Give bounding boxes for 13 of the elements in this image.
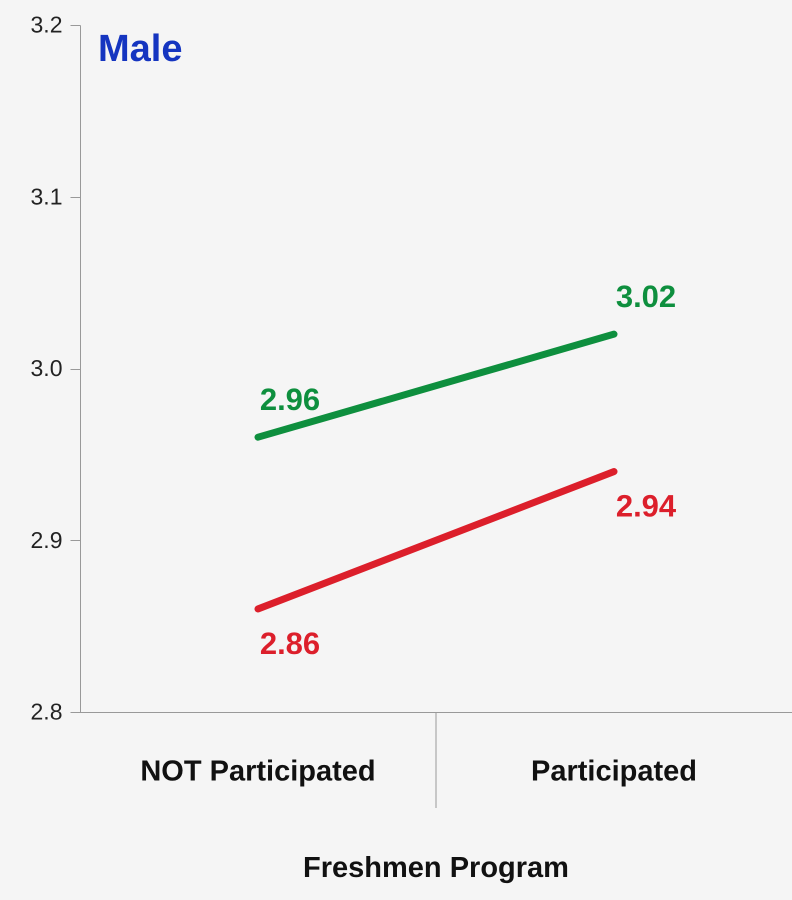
- x-tick-label: Participated: [531, 756, 697, 788]
- data-label: 3.02: [616, 279, 676, 314]
- chart-title: Male: [98, 28, 182, 70]
- x-tick-label: NOT Participated: [140, 756, 376, 788]
- y-tick-label: 3.0: [30, 355, 62, 381]
- data-label: 2.86: [260, 626, 320, 661]
- y-tick-label: 3.2: [30, 12, 62, 38]
- data-label: 2.96: [260, 382, 320, 418]
- y-tick-label: 2.9: [30, 526, 62, 553]
- x-axis-title: Freshmen Program: [303, 852, 569, 884]
- y-tick-label: 2.8: [30, 698, 62, 724]
- data-label: 2.94: [616, 488, 677, 524]
- y-tick-label: 3.1: [30, 183, 62, 210]
